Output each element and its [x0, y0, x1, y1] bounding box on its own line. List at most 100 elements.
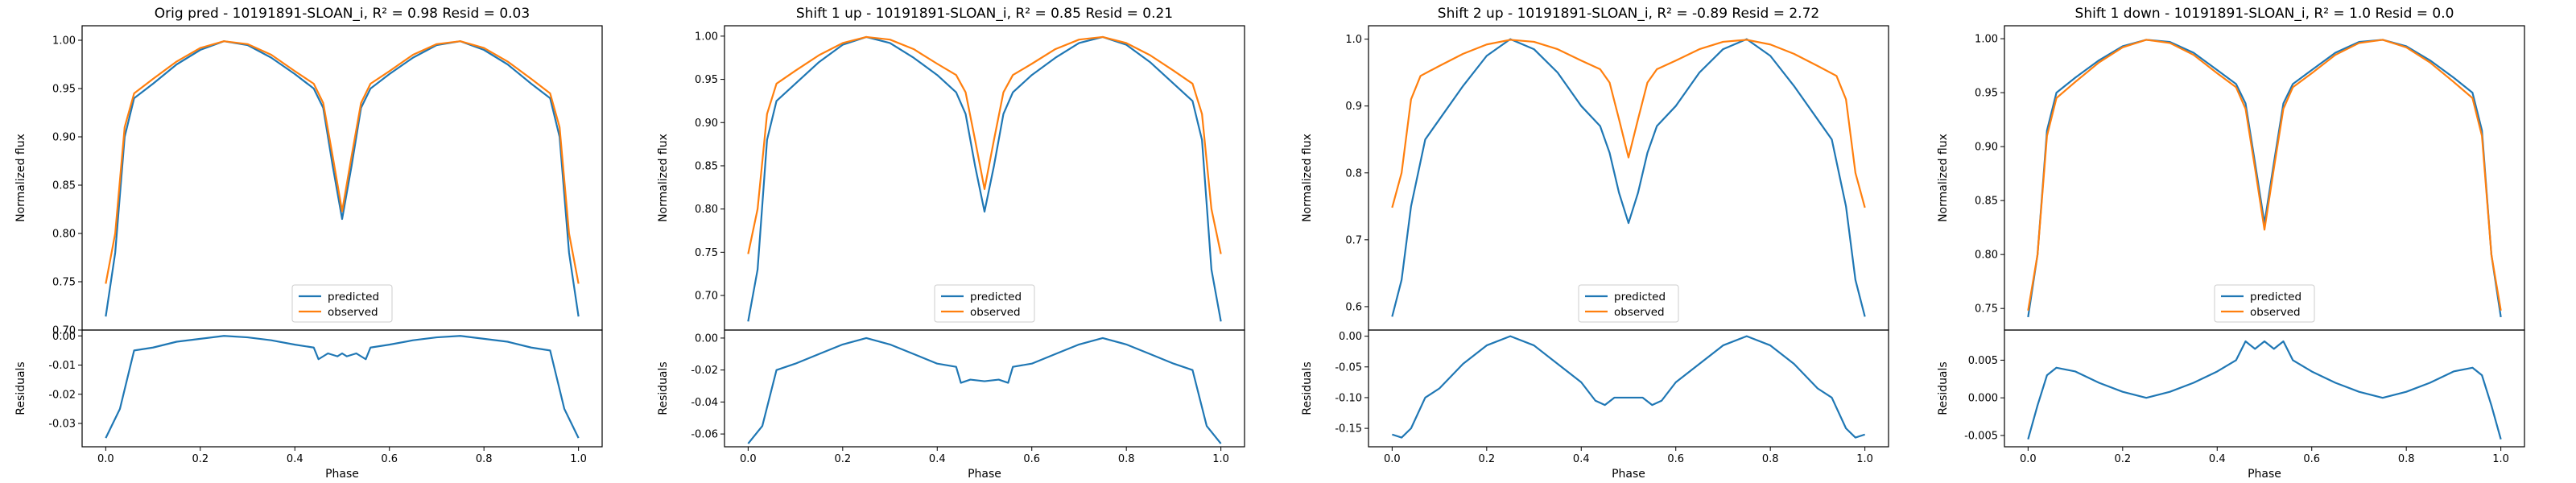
series-line-predicted	[2027, 39, 2502, 318]
resid-y-tick-label: -0.10	[1335, 392, 1362, 404]
resid-y-tick-label: -0.04	[691, 397, 718, 409]
series-line-observed	[747, 35, 1222, 254]
y-tick-label: 0.95	[52, 84, 76, 96]
y-axis-label: Normalized flux	[657, 134, 670, 222]
subplot-1: Orig pred - 10191891-SLOAN_i, R² = 0.98 …	[14, 6, 603, 481]
chart-title: Orig pred - 10191891-SLOAN_i, R² = 0.98 …	[155, 6, 530, 22]
legend-entry-label: predicted	[1614, 291, 1666, 303]
resid-y-tick-label: 0.00	[1339, 331, 1362, 343]
series-line-predicted	[105, 40, 580, 317]
x-axis-label: Phase	[968, 468, 1001, 481]
y-tick-label: 0.70	[695, 291, 718, 303]
x-tick-label: 0.4	[2209, 453, 2226, 465]
series-line-observed	[2027, 39, 2502, 312]
series-line-observed	[1391, 39, 1866, 208]
legend: predicted observed	[2214, 284, 2315, 323]
resid-y-tick-label: 0.000	[1968, 393, 1998, 405]
series-line-predicted	[1391, 38, 1866, 317]
y-tick-label: 1.0	[1345, 34, 1362, 46]
subplot-4: Shift 1 down - 10191891-SLOAN_i, R² = 1.…	[1937, 6, 2525, 481]
legend-box	[2214, 284, 2315, 323]
x-tick-label: 0.0	[97, 453, 114, 465]
y-tick-label: 1.00	[52, 35, 76, 47]
subplot-3: Shift 2 up - 10191891-SLOAN_i, R² = -0.8…	[1301, 6, 1889, 481]
legend: predicted observed	[291, 284, 393, 323]
main-axes-frame	[724, 25, 1245, 331]
residual-axes-frame	[1368, 329, 1889, 448]
y-axis-label: Normalized flux	[1301, 134, 1314, 222]
x-tick-label: 1.0	[1212, 453, 1229, 465]
legend-entry-label: predicted	[2250, 291, 2301, 303]
x-tick-label: 0.0	[2020, 453, 2037, 465]
y-tick-label: 0.75	[1975, 303, 1998, 316]
y-tick-label: 0.95	[695, 74, 718, 86]
main-axes-frame	[1368, 25, 1889, 331]
y-tick-label: 0.9	[1345, 101, 1362, 113]
x-tick-label: 0.6	[381, 453, 398, 465]
x-tick-label: 0.4	[1573, 453, 1590, 465]
y-tick-label: 0.80	[52, 229, 76, 241]
resid-y-tick-label: -0.06	[691, 429, 718, 441]
chart-title: Shift 2 up - 10191891-SLOAN_i, R² = -0.8…	[1438, 6, 1819, 22]
x-tick-label: 0.2	[1478, 453, 1495, 465]
y-tick-label: 0.7	[1345, 234, 1362, 246]
legend: predicted observed	[934, 284, 1035, 323]
y-tick-label: 0.90	[695, 118, 718, 130]
resid-y-tick-label: -0.02	[691, 365, 718, 377]
resid-y-tick-label: -0.005	[1964, 430, 1998, 442]
legend-box	[291, 284, 393, 323]
y-tick-label: 0.6	[1345, 301, 1362, 313]
x-tick-label: 0.2	[834, 453, 851, 465]
legend-entry-label: observed	[328, 306, 378, 319]
resid-y-tick-label: -0.03	[48, 419, 76, 431]
residual-y-axis-label: Residuals	[657, 361, 670, 415]
legend: predicted observed	[1578, 284, 1679, 323]
resid-y-tick-label: -0.05	[1335, 361, 1362, 374]
y-tick-label: 0.8	[1345, 167, 1362, 180]
x-tick-label: 0.0	[1384, 453, 1401, 465]
y-tick-label: 0.85	[52, 180, 76, 192]
y-tick-label: 0.85	[1975, 196, 1998, 208]
residual-line	[105, 335, 580, 439]
x-tick-label: 1.0	[2492, 453, 2509, 465]
y-axis-label: Normalized flux	[14, 134, 27, 222]
resid-y-tick-label: -0.02	[48, 389, 76, 401]
resid-y-tick-label: -0.15	[1335, 423, 1362, 436]
resid-y-tick-label: -0.01	[48, 360, 76, 372]
x-tick-label: 1.0	[570, 453, 587, 465]
series-line-predicted	[747, 35, 1222, 322]
residual-line	[1392, 335, 1865, 439]
x-tick-label: 0.8	[1762, 453, 1779, 465]
chart-title: Shift 1 down - 10191891-SLOAN_i, R² = 1.…	[2075, 6, 2454, 22]
y-tick-label: 0.80	[695, 204, 718, 216]
residual-axes-frame	[724, 329, 1245, 448]
resid-y-tick-label: 0.005	[1968, 355, 1998, 367]
legend-entry-label: predicted	[970, 291, 1022, 303]
x-tick-label: 1.0	[1856, 453, 1873, 465]
residual-axes-frame	[81, 329, 603, 448]
x-tick-label: 0.2	[192, 453, 208, 465]
x-tick-label: 0.6	[2303, 453, 2320, 465]
resid-y-tick-label: 0.00	[52, 331, 76, 343]
legend-entry-label: observed	[2250, 306, 2301, 319]
y-tick-label: 1.00	[1975, 34, 1998, 46]
legend-entry-label: observed	[970, 306, 1021, 319]
y-tick-label: 0.75	[52, 277, 76, 289]
residual-y-axis-label: Residuals	[14, 361, 27, 415]
x-tick-label: 0.8	[476, 453, 493, 465]
subplot-2: Shift 1 up - 10191891-SLOAN_i, R² = 0.85…	[657, 6, 1245, 481]
x-tick-label: 0.6	[1023, 453, 1040, 465]
x-tick-label: 0.8	[2398, 453, 2415, 465]
residual-line	[747, 336, 1222, 444]
legend-entry-label: predicted	[328, 291, 379, 303]
x-axis-label: Phase	[1612, 468, 1645, 481]
y-tick-label: 0.70	[52, 325, 76, 337]
x-axis-label: Phase	[2248, 468, 2281, 481]
residual-axes-frame	[2004, 329, 2525, 448]
y-axis-label: Normalized flux	[1937, 134, 1950, 222]
residual-line	[2027, 340, 2502, 440]
x-tick-label: 0.8	[1118, 453, 1135, 465]
y-tick-label: 0.75	[695, 247, 718, 259]
y-tick-label: 1.00	[695, 31, 718, 43]
